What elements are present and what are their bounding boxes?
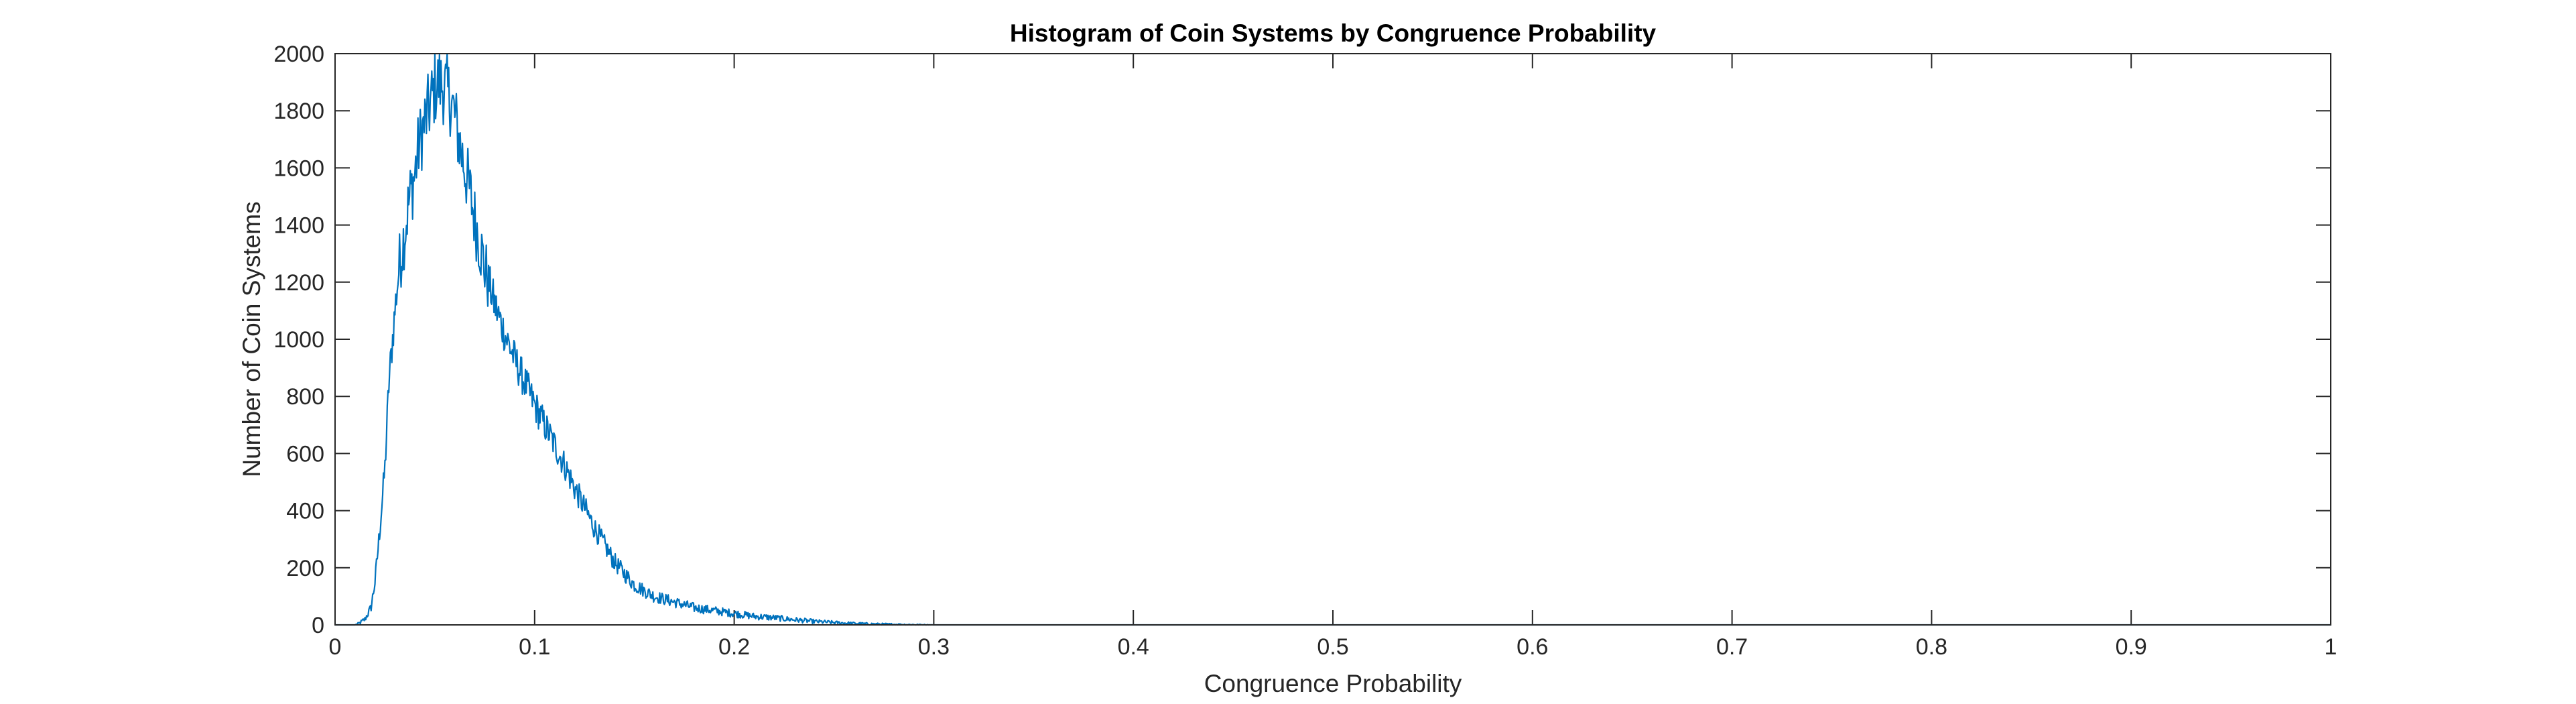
x-tick-label: 0 [329, 634, 342, 660]
axes-box [334, 53, 2331, 626]
y-tick-label: 800 [286, 384, 324, 410]
x-tick-label: 0.1 [519, 634, 550, 660]
y-axis-label: Number of Coin Systems [238, 201, 265, 477]
y-tick-label: 1000 [273, 327, 324, 353]
y-tick-label: 1600 [273, 156, 324, 181]
x-tick-label: 1 [2325, 634, 2337, 660]
y-tick-label: 0 [312, 613, 324, 638]
y-tick-label: 1400 [273, 213, 324, 239]
y-tick-label: 400 [286, 499, 324, 524]
x-tick-label: 0.8 [1916, 634, 1947, 660]
x-tick-label: 0.6 [1517, 634, 1548, 660]
x-tick-label: 0.2 [718, 634, 750, 660]
y-tick-label: 200 [286, 556, 324, 581]
y-tick-label: 1200 [273, 270, 324, 296]
chart-title: Histogram of Coin Systems by Congruence … [1010, 19, 1657, 47]
x-tick-label: 0.5 [1317, 634, 1348, 660]
x-tick-label: 0.3 [918, 634, 950, 660]
x-axis-label: Congruence Probability [1204, 670, 1462, 697]
tick-labels: 0 0.1 0.2 0.3 0.4 0.5 0.6 0.7 0.8 0.9 1 0 200 400 600 8… [273, 42, 2337, 660]
y-tick-label: 600 [286, 441, 324, 467]
x-tick-label: 0.9 [2116, 634, 2147, 660]
y-tick-label: 1800 [273, 99, 324, 124]
y-tick-label: 2000 [273, 42, 324, 67]
x-tick-label: 0.4 [1118, 634, 1149, 660]
x-tick-label: 0.7 [1716, 634, 1748, 660]
plot-area [335, 54, 2331, 625]
